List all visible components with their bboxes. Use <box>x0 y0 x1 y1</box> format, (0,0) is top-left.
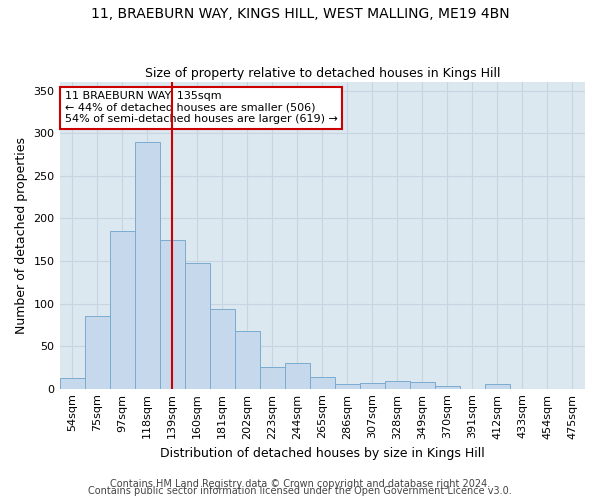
Text: 11 BRAEBURN WAY: 135sqm
← 44% of detached houses are smaller (506)
54% of semi-d: 11 BRAEBURN WAY: 135sqm ← 44% of detache… <box>65 92 338 124</box>
Text: Contains public sector information licensed under the Open Government Licence v3: Contains public sector information licen… <box>88 486 512 496</box>
X-axis label: Distribution of detached houses by size in Kings Hill: Distribution of detached houses by size … <box>160 447 485 460</box>
Bar <box>209 310 235 388</box>
Bar <box>360 382 385 388</box>
Bar <box>85 316 110 388</box>
Bar <box>260 366 285 388</box>
Bar <box>110 231 134 388</box>
Bar <box>59 378 85 388</box>
Bar <box>335 384 360 388</box>
Bar <box>310 377 335 388</box>
Bar <box>185 262 209 388</box>
Bar <box>235 331 260 388</box>
Text: 11, BRAEBURN WAY, KINGS HILL, WEST MALLING, ME19 4BN: 11, BRAEBURN WAY, KINGS HILL, WEST MALLI… <box>91 8 509 22</box>
Bar <box>485 384 510 388</box>
Bar <box>410 382 435 388</box>
Title: Size of property relative to detached houses in Kings Hill: Size of property relative to detached ho… <box>145 66 500 80</box>
Bar <box>134 142 160 388</box>
Bar <box>385 381 410 388</box>
Bar <box>285 363 310 388</box>
Bar <box>435 386 460 388</box>
Text: Contains HM Land Registry data © Crown copyright and database right 2024.: Contains HM Land Registry data © Crown c… <box>110 479 490 489</box>
Bar <box>160 240 185 388</box>
Y-axis label: Number of detached properties: Number of detached properties <box>15 137 28 334</box>
